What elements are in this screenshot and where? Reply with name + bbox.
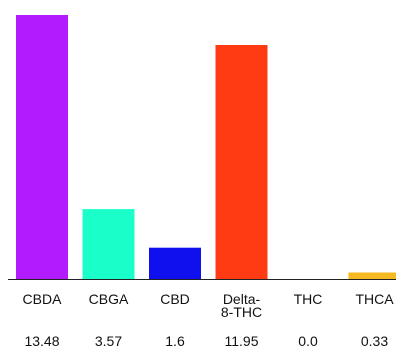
value-label: 13.48 <box>24 333 59 349</box>
bar <box>348 272 396 279</box>
category-label: CBGA <box>89 291 129 307</box>
value-label: 1.6 <box>165 333 185 349</box>
value-label: 0.0 <box>298 333 318 349</box>
category-label-group: CBDA CBGA CBD Delta-8-THC THC THCA <box>23 291 395 320</box>
value-label: 3.57 <box>95 333 122 349</box>
value-label-group: 13.48 3.57 1.6 11.95 0.0 0.33 <box>24 333 388 349</box>
value-label: 11.95 <box>225 333 259 349</box>
category-label: THC <box>294 291 323 307</box>
value-label: 0.33 <box>361 333 388 349</box>
bar <box>149 247 201 279</box>
bar <box>16 15 68 279</box>
category-label: Delta-8-THC <box>221 291 262 320</box>
category-label: CBDA <box>23 291 63 307</box>
category-label: THCA <box>355 291 394 307</box>
bar <box>215 45 268 279</box>
bar <box>82 209 135 279</box>
category-label: CBD <box>160 291 190 307</box>
bar-group <box>16 15 396 279</box>
